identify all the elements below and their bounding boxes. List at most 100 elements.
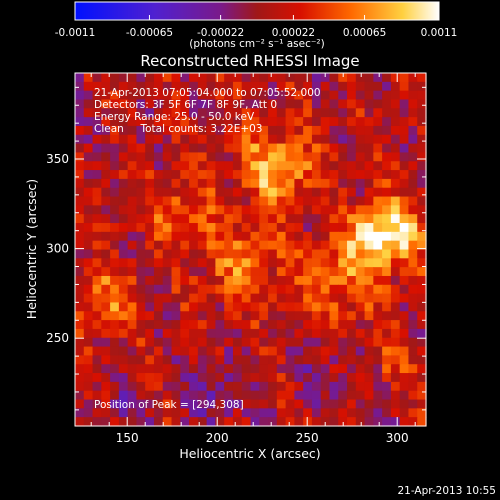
heatmap-cell bbox=[127, 231, 138, 242]
heatmap-cell bbox=[294, 117, 304, 127]
heatmap-cell bbox=[189, 152, 199, 162]
heatmap-cell bbox=[268, 399, 278, 409]
heatmap-cell bbox=[347, 178, 357, 189]
heatmap-cell bbox=[206, 337, 217, 348]
heatmap-cell bbox=[136, 161, 146, 171]
heatmap-cell bbox=[320, 311, 331, 321]
heatmap-cell bbox=[268, 381, 278, 392]
heatmap-cell bbox=[153, 108, 164, 118]
heatmap-cell bbox=[417, 143, 427, 154]
heatmap-cell bbox=[320, 293, 331, 304]
heatmap-cell bbox=[136, 170, 146, 180]
heatmap-cell bbox=[347, 417, 357, 427]
heatmap-cell bbox=[101, 399, 111, 409]
heatmap-cell bbox=[347, 170, 357, 180]
heatmap-cell bbox=[417, 373, 427, 383]
heatmap-cell bbox=[110, 249, 120, 259]
heatmap-cell bbox=[408, 364, 418, 374]
heatmap-cell bbox=[101, 240, 111, 251]
heatmap-cell bbox=[294, 417, 304, 427]
heatmap-cell bbox=[83, 417, 94, 427]
heatmap-cell bbox=[153, 205, 164, 215]
heatmap-cell bbox=[75, 143, 85, 154]
heatmap-cell bbox=[232, 267, 243, 277]
heatmap-cell bbox=[197, 364, 208, 374]
heatmap-cell bbox=[118, 355, 129, 365]
heatmap-cell bbox=[259, 73, 269, 83]
heatmap-cell bbox=[311, 170, 322, 180]
heatmap-cell bbox=[399, 267, 410, 277]
heatmap-cell bbox=[399, 161, 410, 171]
heatmap-cell bbox=[215, 108, 225, 118]
heatmap-cell bbox=[417, 275, 427, 286]
heatmap-cell bbox=[110, 73, 120, 83]
heatmap-cell bbox=[303, 399, 313, 409]
heatmap-cell bbox=[408, 328, 418, 339]
heatmap-cell bbox=[153, 249, 164, 259]
heatmap-cell bbox=[241, 196, 252, 206]
heatmap-cell bbox=[215, 355, 225, 365]
heatmap-cell bbox=[268, 240, 278, 251]
heatmap-cell bbox=[373, 302, 383, 312]
heatmap-cell bbox=[92, 293, 102, 304]
heatmap-cell bbox=[162, 187, 173, 198]
heatmap-cell bbox=[373, 170, 383, 180]
heatmap-cell bbox=[355, 249, 366, 259]
heatmap-cell bbox=[303, 311, 313, 321]
heatmap-cell bbox=[320, 196, 331, 206]
heatmap-cell bbox=[224, 108, 234, 118]
plot-frame bbox=[74, 72, 427, 427]
heatmap-cell bbox=[311, 81, 322, 92]
heatmap-cell bbox=[390, 249, 401, 259]
heatmap-cell bbox=[408, 161, 418, 171]
heatmap-cell bbox=[311, 302, 322, 312]
heatmap-cell bbox=[364, 90, 374, 101]
heatmap-cell bbox=[338, 328, 348, 339]
heatmap-cell bbox=[145, 293, 155, 304]
heatmap-cell bbox=[338, 214, 348, 224]
heatmap-cell bbox=[75, 214, 85, 224]
heatmap-cell bbox=[373, 196, 383, 206]
heatmap-cell bbox=[373, 320, 383, 330]
heatmap-cell bbox=[75, 381, 85, 392]
heatmap-cell bbox=[250, 73, 260, 83]
heatmap-cell bbox=[215, 284, 225, 295]
heatmap-cell bbox=[276, 231, 287, 242]
heatmap-cell bbox=[355, 90, 366, 101]
heatmap-cell bbox=[153, 178, 164, 189]
heatmap-cell bbox=[197, 381, 208, 392]
y-tick-label: 250 bbox=[46, 331, 69, 345]
heatmap-cell bbox=[162, 73, 173, 83]
colorbar-tick-label: 0.00022 bbox=[272, 27, 315, 39]
heatmap-cell bbox=[136, 293, 146, 304]
heatmap-cell bbox=[118, 81, 129, 92]
heatmap-cell bbox=[83, 390, 94, 401]
heatmap-cell bbox=[75, 390, 85, 401]
heatmap-cell bbox=[215, 152, 225, 162]
heatmap-cell bbox=[250, 125, 260, 136]
heatmap-cell bbox=[320, 178, 331, 189]
heatmap-cell bbox=[180, 249, 190, 259]
heatmap-cell bbox=[250, 231, 260, 242]
heatmap-cell bbox=[364, 258, 374, 268]
heatmap-cell bbox=[320, 275, 331, 286]
heatmap-cell bbox=[294, 152, 304, 162]
heatmap-cell bbox=[75, 364, 85, 374]
heatmap-cell bbox=[329, 81, 339, 92]
heatmap-cell bbox=[329, 399, 339, 409]
heatmap-cell bbox=[294, 240, 304, 251]
heatmap-cell bbox=[83, 240, 94, 251]
heatmap-cell bbox=[180, 214, 190, 224]
heatmap-cell bbox=[390, 302, 401, 312]
heatmap-cell bbox=[83, 293, 94, 304]
heatmap-cell bbox=[347, 152, 357, 162]
heatmap-cell bbox=[197, 178, 208, 189]
heatmap-cell bbox=[83, 311, 94, 321]
heatmap-cell bbox=[329, 205, 339, 215]
heatmap-cell bbox=[329, 152, 339, 162]
heatmap-cell bbox=[75, 161, 85, 171]
heatmap-cell bbox=[329, 99, 339, 109]
heatmap-cell bbox=[189, 143, 199, 154]
heatmap-cell bbox=[303, 143, 313, 154]
